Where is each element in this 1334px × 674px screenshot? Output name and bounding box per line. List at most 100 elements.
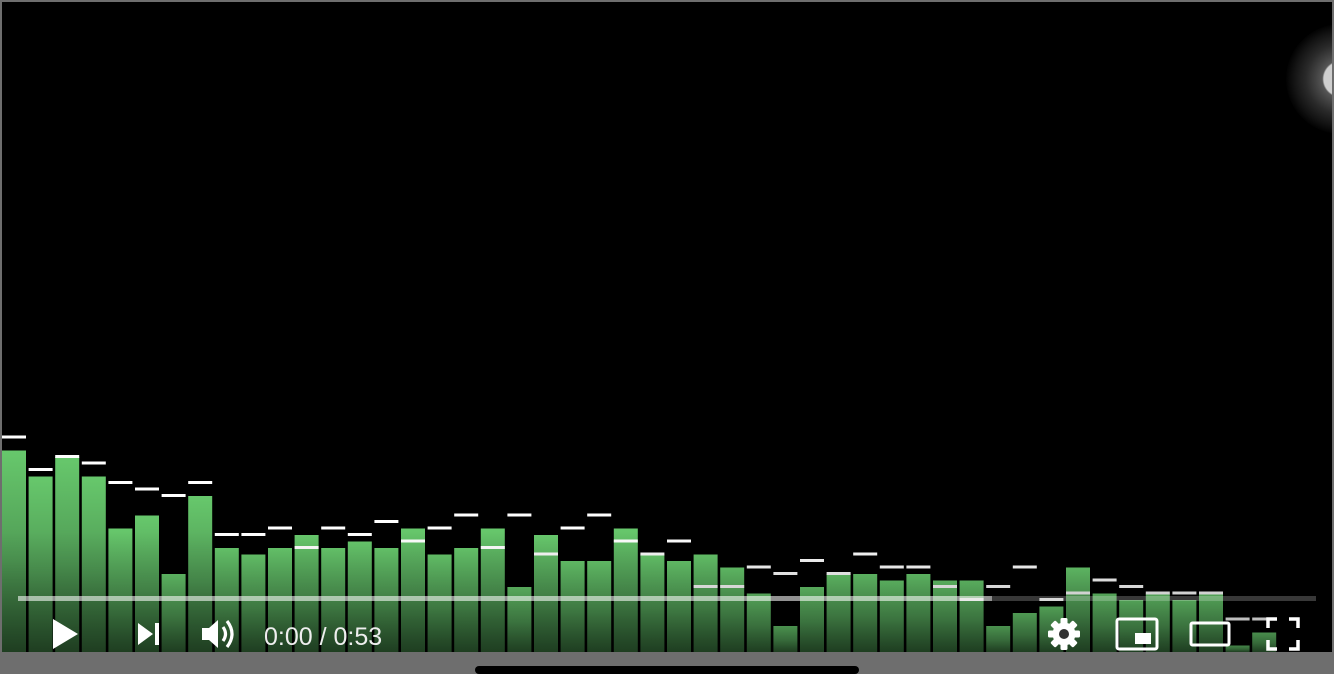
visualizer-peak (188, 481, 213, 484)
visualizer-peak (560, 526, 585, 530)
home-indicator[interactable] (475, 666, 859, 674)
visualizer-peak (347, 533, 372, 536)
visualizer-peak (986, 585, 1011, 588)
next-icon (138, 623, 159, 645)
visualizer-bar (480, 528, 505, 652)
progress-bar[interactable] (18, 596, 1316, 601)
visualizer-bar (347, 541, 372, 652)
gear-icon (1048, 618, 1080, 650)
visualizer-bar (587, 561, 612, 652)
visualizer-peak (507, 513, 532, 517)
time-display: 0:00 / 0:53 (264, 621, 382, 652)
visualizer-peak (1092, 578, 1117, 582)
visualizer-bar (1225, 645, 1250, 652)
visualizer-peak (1199, 591, 1223, 595)
visualizer-bar (613, 528, 638, 652)
visualizer-peak (773, 572, 798, 575)
visualizer-peak (1252, 617, 1277, 621)
miniplayer-icon (1115, 617, 1159, 651)
visualizer-peak (480, 546, 505, 549)
volume-icon (202, 620, 234, 648)
visualizer-bar (401, 528, 425, 652)
visualizer-peak (959, 598, 984, 601)
fullscreen-button[interactable] (1260, 614, 1306, 652)
visualizer-peak (454, 513, 479, 517)
volume-button[interactable] (194, 614, 244, 652)
visualizer-bar (241, 554, 266, 652)
visualizer-bar (933, 580, 957, 652)
visualizer-peak (826, 572, 851, 575)
visualizer-bar (1092, 593, 1117, 652)
time-separator: / (312, 623, 334, 651)
progress-buffered (18, 596, 992, 601)
visualizer-bar (853, 574, 878, 652)
visualizer-peak (1172, 591, 1197, 595)
visualizer-peak (906, 565, 931, 569)
visualizer-bar (693, 554, 718, 652)
theater-mode-button[interactable] (1186, 614, 1234, 652)
visualizer-bar (800, 587, 824, 652)
visualizer-bar (81, 476, 106, 652)
visualizer-peak (1039, 598, 1064, 601)
visualizer-bar (294, 535, 319, 652)
visualizer-peak (800, 559, 824, 562)
visualizer-peak (1066, 591, 1090, 595)
visualizer-bar (746, 593, 771, 652)
visualizer-bar (161, 574, 186, 652)
duration: 0:53 (333, 623, 383, 651)
visualizer-peak (587, 513, 612, 517)
visualizer-peak (2, 435, 26, 439)
visualizer-bar (906, 574, 931, 652)
visualizer-peak (1012, 565, 1037, 569)
theater-mode-icon (1189, 621, 1231, 647)
visualizer-bar (454, 548, 479, 652)
visualizer-bar (108, 528, 133, 652)
visualizer-bar (321, 548, 346, 652)
next-button[interactable] (126, 614, 172, 652)
visualizer-peak (1225, 617, 1250, 621)
visualizer-peak (853, 552, 878, 556)
visualizer-peak (321, 526, 346, 530)
visualizer-bar (720, 567, 745, 652)
visualizer-peak (108, 481, 133, 484)
visualizer-peak (28, 468, 53, 471)
visualizer-peak (214, 533, 239, 536)
visualizer-peak (268, 526, 292, 530)
visualizer-bar (560, 561, 585, 652)
visualizer-peak (720, 585, 745, 588)
visualizer-bar (188, 496, 213, 652)
audio-visualizer (2, 435, 1277, 652)
visualizer-peak (534, 552, 558, 556)
visualizer-bar (826, 574, 851, 652)
visualizer-peak (241, 533, 266, 536)
visualizer-peak (81, 461, 106, 465)
fullscreen-icon (1266, 617, 1300, 651)
visualizer-bar (427, 554, 452, 652)
visualizer-peak (427, 526, 452, 530)
visualizer-bar (28, 476, 53, 652)
visualizer-bar (879, 580, 904, 652)
visualizer-peak (1119, 585, 1144, 588)
visualizer-bar (1012, 613, 1037, 652)
play-button[interactable] (40, 614, 88, 652)
visualizer-peak (613, 539, 638, 543)
visualizer-peak (374, 520, 399, 523)
play-icon (53, 619, 78, 649)
visualizer-bar (1252, 632, 1277, 652)
visualizer-peak (294, 546, 319, 549)
visualizer-peak (746, 565, 771, 569)
visualizer-bar (55, 457, 80, 652)
device-bottom-bar (0, 652, 1334, 672)
visualizer-bar (773, 626, 798, 652)
visualizer-bar (374, 548, 399, 652)
visualizer-peak (401, 539, 425, 543)
video-player[interactable]: 0:00 / 0:53 (2, 2, 1332, 652)
visualizer-peak (667, 539, 691, 543)
visualizer-bar (959, 580, 984, 652)
miniplayer-button[interactable] (1112, 614, 1162, 652)
settings-button[interactable] (1042, 614, 1086, 652)
visualizer-peak (879, 565, 904, 569)
visualizer-bar (667, 561, 691, 652)
visualizer-peak (1145, 591, 1170, 595)
visualizer-peak (640, 552, 665, 556)
